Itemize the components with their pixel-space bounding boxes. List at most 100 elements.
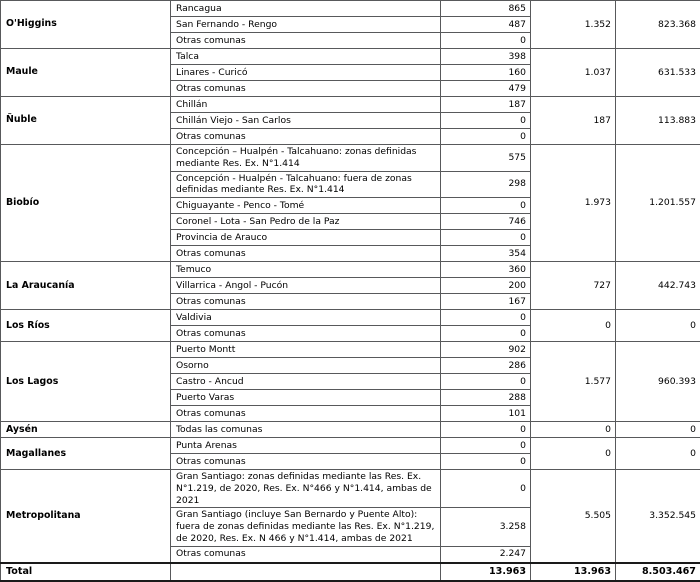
comuna-cell: Otras comunas bbox=[171, 454, 441, 470]
comuna-cell: Provincia de Arauco bbox=[171, 230, 441, 246]
region-total-cell: 1.352 bbox=[531, 1, 616, 49]
region-total-cell: 1.577 bbox=[531, 342, 616, 422]
comuna-cell: Otras comunas bbox=[171, 294, 441, 310]
comuna-value-cell: 0 bbox=[441, 422, 531, 438]
region-name-cell: Metropolitana bbox=[1, 470, 171, 563]
region-total-cell: 727 bbox=[531, 262, 616, 310]
comuna-cell: Puerto Varas bbox=[171, 390, 441, 406]
comuna-value-cell: 298 bbox=[441, 171, 531, 198]
comuna-value-cell: 2.247 bbox=[441, 546, 531, 563]
comuna-value-cell: 0 bbox=[441, 374, 531, 390]
comuna-value-cell: 354 bbox=[441, 246, 531, 262]
comuna-value-cell: 902 bbox=[441, 342, 531, 358]
comuna-value-cell: 575 bbox=[441, 145, 531, 172]
comuna-cell: Otras comunas bbox=[171, 546, 441, 563]
region-name-cell: La Araucanía bbox=[1, 262, 171, 310]
comuna-cell: Rancagua bbox=[171, 1, 441, 17]
region-name-cell: Aysén bbox=[1, 422, 171, 438]
region-total-cell: 1.973 bbox=[531, 145, 616, 262]
comuna-cell: Talca bbox=[171, 49, 441, 65]
comuna-cell: Otras comunas bbox=[171, 406, 441, 422]
comuna-value-cell: 187 bbox=[441, 97, 531, 113]
comuna-cell: Gran Santiago: zonas definidas mediante … bbox=[171, 470, 441, 508]
comuna-value-cell: 360 bbox=[441, 262, 531, 278]
region-total-cell: 0 bbox=[531, 438, 616, 470]
comuna-value-cell: 0 bbox=[441, 230, 531, 246]
region-total-cell: 187 bbox=[531, 97, 616, 145]
region-name-cell: Biobío bbox=[1, 145, 171, 262]
comuna-cell: Gran Santiago (incluye San Bernardo y Pu… bbox=[171, 508, 441, 546]
comuna-cell: San Fernando - Rengo bbox=[171, 17, 441, 33]
comuna-cell: Chillán bbox=[171, 97, 441, 113]
region-name-cell: Magallanes bbox=[1, 438, 171, 470]
comuna-value-cell: 288 bbox=[441, 390, 531, 406]
comuna-value-cell: 0 bbox=[441, 113, 531, 129]
comuna-value-cell: 0 bbox=[441, 470, 531, 508]
region-population-cell: 1.201.557 bbox=[616, 145, 700, 262]
comuna-cell: Otras comunas bbox=[171, 129, 441, 145]
total-poblacion-cell: 8.503.467 bbox=[616, 563, 700, 581]
region-total-cell: 0 bbox=[531, 310, 616, 342]
comuna-value-cell: 160 bbox=[441, 65, 531, 81]
region-population-cell: 0 bbox=[616, 310, 700, 342]
comuna-cell: Valdivia bbox=[171, 310, 441, 326]
comuna-cell: Concepción - Hualpén - Talcahuano: fuera… bbox=[171, 171, 441, 198]
comuna-value-cell: 0 bbox=[441, 310, 531, 326]
comuna-cell: Chiguayante - Penco - Tomé bbox=[171, 198, 441, 214]
region-name-cell: Ñuble bbox=[1, 97, 171, 145]
region-total-cell: 0 bbox=[531, 422, 616, 438]
comuna-cell: Todas las comunas bbox=[171, 422, 441, 438]
comuna-cell: Otras comunas bbox=[171, 326, 441, 342]
comuna-value-cell: 286 bbox=[441, 358, 531, 374]
comuna-cell: Otras comunas bbox=[171, 246, 441, 262]
comuna-value-cell: 865 bbox=[441, 1, 531, 17]
comuna-value-cell: 0 bbox=[441, 129, 531, 145]
region-population-cell: 960.393 bbox=[616, 342, 700, 422]
comuna-value-cell: 3.258 bbox=[441, 508, 531, 546]
region-population-cell: 0 bbox=[616, 438, 700, 470]
comuna-cell: Villarrica - Angol - Pucón bbox=[171, 278, 441, 294]
comuna-value-cell: 167 bbox=[441, 294, 531, 310]
comuna-value-cell: 101 bbox=[441, 406, 531, 422]
total-label-cell: Total bbox=[1, 563, 171, 581]
comuna-value-cell: 0 bbox=[441, 198, 531, 214]
comuna-cell: Concepción – Hualpén - Talcahuano: zonas… bbox=[171, 145, 441, 172]
comuna-value-cell: 0 bbox=[441, 438, 531, 454]
comuna-cell: Linares - Curicó bbox=[171, 65, 441, 81]
comuna-cell: Otras comunas bbox=[171, 33, 441, 49]
comuna-cell: Punta Arenas bbox=[171, 438, 441, 454]
region-name-cell: Los Ríos bbox=[1, 310, 171, 342]
region-population-cell: 631.533 bbox=[616, 49, 700, 97]
comuna-cell: Otras comunas bbox=[171, 81, 441, 97]
region-total-cell: 1.037 bbox=[531, 49, 616, 97]
total-casos-comuna-cell: 13.963 bbox=[441, 563, 531, 581]
comuna-cell: Castro - Ancud bbox=[171, 374, 441, 390]
comuna-cell: Puerto Montt bbox=[171, 342, 441, 358]
comuna-value-cell: 487 bbox=[441, 17, 531, 33]
region-name-cell: Maule bbox=[1, 49, 171, 97]
comuna-cell: Temuco bbox=[171, 262, 441, 278]
comuna-value-cell: 200 bbox=[441, 278, 531, 294]
total-casos-region-cell: 13.963 bbox=[531, 563, 616, 581]
region-total-cell: 5.505 bbox=[531, 470, 616, 563]
region-population-cell: 113.883 bbox=[616, 97, 700, 145]
comuna-value-cell: 0 bbox=[441, 33, 531, 49]
comuna-cell: Coronel - Lota - San Pedro de la Paz bbox=[171, 214, 441, 230]
comuna-cell: Chillán Viejo - San Carlos bbox=[171, 113, 441, 129]
region-population-cell: 3.352.545 bbox=[616, 470, 700, 563]
comuna-value-cell: 746 bbox=[441, 214, 531, 230]
